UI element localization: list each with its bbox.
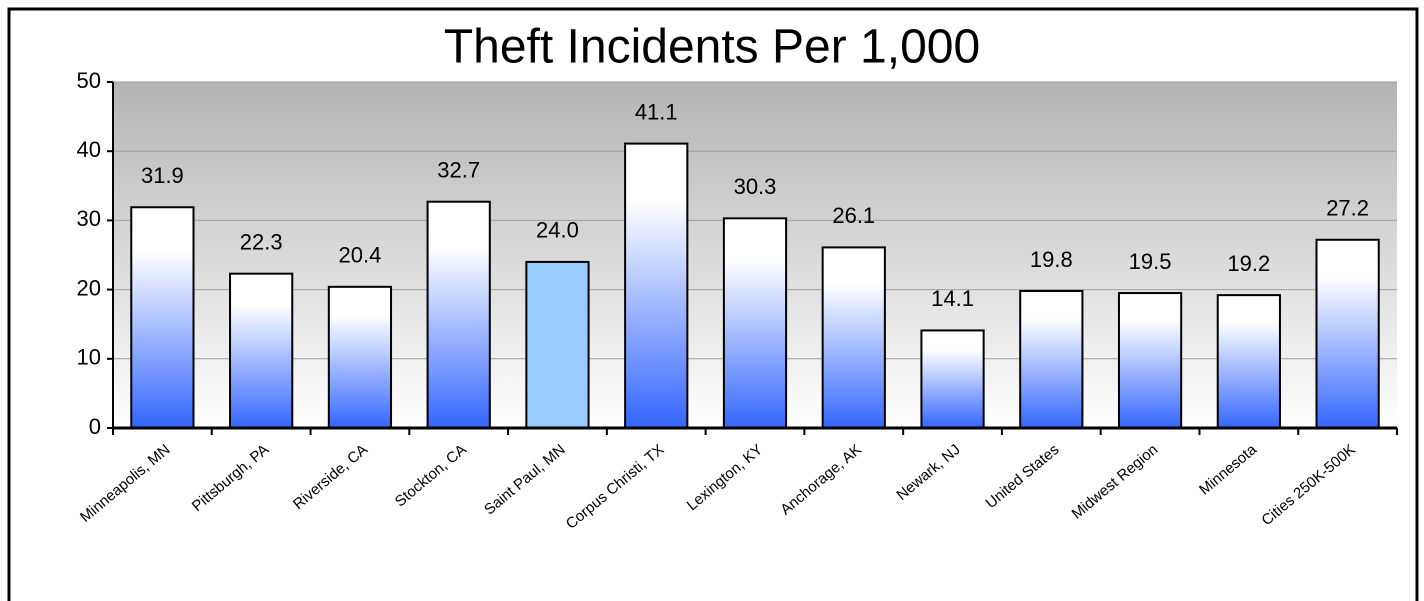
data-label: 19.8 — [1030, 247, 1073, 272]
y-tick-label: 10 — [77, 345, 101, 370]
data-label: 20.4 — [339, 243, 382, 268]
bar — [327, 285, 393, 429]
data-label: 41.1 — [635, 99, 678, 124]
bar — [130, 206, 195, 429]
data-label: 26.1 — [832, 203, 875, 228]
y-tick-label: 40 — [77, 137, 101, 162]
y-tick-label: 50 — [77, 68, 101, 93]
bar — [1216, 294, 1281, 429]
y-tick-label: 20 — [77, 275, 101, 300]
bar — [1019, 289, 1084, 430]
bar — [821, 246, 886, 429]
bar — [229, 272, 294, 429]
bar — [624, 142, 689, 429]
data-label: 22.3 — [240, 229, 283, 254]
y-tick-label: 0 — [89, 414, 101, 439]
bar — [426, 200, 491, 429]
data-label: 32.7 — [437, 158, 480, 183]
bar — [1117, 292, 1183, 429]
data-label: 14.1 — [931, 286, 974, 311]
data-label: 24.0 — [536, 218, 579, 243]
bar — [1315, 238, 1380, 429]
data-label: 27.2 — [1326, 196, 1369, 221]
y-tick-label: 30 — [77, 206, 101, 231]
chart-title: Theft Incidents Per 1,000 — [444, 21, 980, 74]
data-label: 30.3 — [734, 174, 777, 199]
bar — [920, 329, 985, 430]
bar — [722, 217, 788, 429]
data-label: 19.5 — [1129, 249, 1172, 274]
bar — [525, 260, 590, 430]
data-label: 19.2 — [1227, 251, 1270, 276]
data-label: 31.9 — [141, 163, 184, 188]
